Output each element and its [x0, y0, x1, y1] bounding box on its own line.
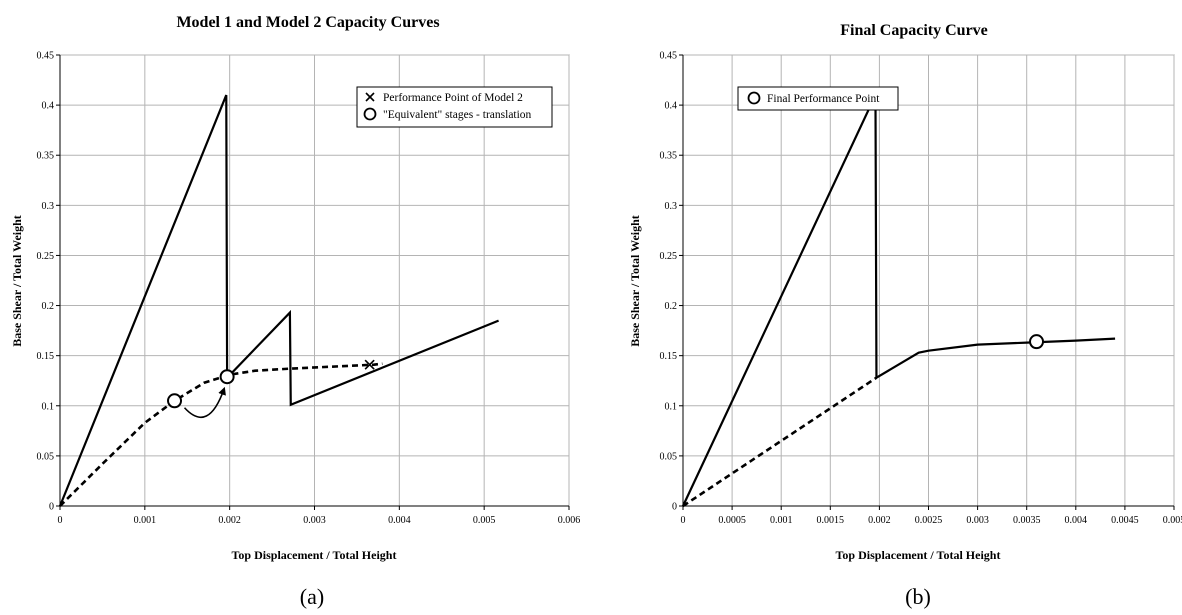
y-tick-label: 0.3: [42, 201, 55, 212]
chart-b-title: Final Capacity Curve: [840, 22, 988, 39]
chart-b-ylabel: Base Shear / Total Weight: [628, 215, 642, 347]
x-tick-label: 0: [681, 515, 686, 526]
y-tick-label: 0.15: [37, 351, 55, 362]
y-tick-label: 0.25: [37, 251, 55, 262]
x-tick-label: 0: [58, 515, 63, 526]
x-marker: [364, 359, 375, 370]
chart-b: Final Capacity Curve 0 0.0005 0.001 0.0015 0…: [628, 22, 1182, 609]
y-tick-label: 0.4: [665, 101, 678, 112]
chart-a-legend-label-2: "Equivalent" stages - translation: [383, 109, 532, 121]
chart-a-grid: [59, 54, 570, 507]
chart-a-xlabel: Top Displacement / Total Height: [232, 548, 397, 562]
x-tick-label: 0.0005: [718, 515, 746, 526]
chart-a-legend-box: [356, 86, 553, 128]
circle-marker: [167, 393, 183, 409]
chart-b-ticks: 0 0.0005 0.001 0.0015 0.002 0.0025 0.003 0.0035…: [660, 51, 1182, 527]
translation-arrow: [183, 386, 226, 419]
x-tick-label: 0.004: [1065, 515, 1088, 526]
y-tick-label: 0.05: [37, 451, 55, 462]
y-tick-label: 0.35: [37, 151, 55, 162]
chart-b-legend-label-1: Final Performance Point: [767, 93, 880, 105]
y-tick-label: 0.25: [660, 251, 678, 262]
y-tick-label: 0.35: [660, 151, 678, 162]
chart-a-ylabel: Base Shear / Total Weight: [10, 215, 24, 347]
chart-b-caption: (b): [905, 584, 931, 609]
dashed-series-line: [59, 362, 383, 507]
y-tick-label: 0: [49, 502, 54, 513]
y-tick-label: 0.2: [42, 301, 55, 312]
chart-b-markers: [1029, 334, 1045, 350]
y-tick-label: 0.45: [37, 51, 55, 62]
x-tick-label: 0.003: [303, 515, 326, 526]
chart-b-xlabel: Top Displacement / Total Height: [836, 548, 1001, 562]
chart-a-title: Model 1 and Model 2 Capacity Curves: [176, 14, 439, 31]
y-tick-label: 0.3: [665, 201, 678, 212]
chart-a-markers: [167, 359, 375, 419]
x-tick-label: 0.0035: [1013, 515, 1041, 526]
x-tick-label: 0.0025: [915, 515, 943, 526]
x-tick-label: 0.006: [558, 515, 581, 526]
x-tick-label: 0.005: [473, 515, 496, 526]
y-tick-label: 0.1: [42, 401, 55, 412]
legend-circle-marker-icon: [363, 107, 377, 121]
x-tick-label: 0.0015: [817, 515, 845, 526]
solid-series-line: [58, 94, 500, 507]
x-tick-label: 0.003: [966, 515, 989, 526]
x-tick-label: 0.0045: [1111, 515, 1139, 526]
y-tick-label: 0.45: [660, 51, 678, 62]
y-tick-label: 0.2: [665, 301, 678, 312]
y-tick-label: 0.1: [665, 401, 678, 412]
chart-b-grid: [682, 54, 1175, 507]
solid-series-line: [682, 94, 1116, 507]
y-tick-label: 0.05: [660, 451, 678, 462]
chart-a-caption: (a): [300, 584, 324, 609]
x-tick-label: 0.005: [1163, 515, 1182, 526]
x-tick-label: 0.001: [134, 515, 157, 526]
chart-b-legend: Final Performance Point: [737, 86, 899, 111]
y-tick-label: 0.4: [42, 101, 55, 112]
x-tick-label: 0.002: [218, 515, 241, 526]
chart-a-series: [58, 94, 500, 507]
legend-circle-marker-icon: [747, 91, 761, 105]
legend-x-marker-icon: [365, 92, 375, 102]
chart-b-series: [682, 94, 1116, 508]
chart-a-legend-label-1: Performance Point of Model 2: [383, 92, 523, 104]
circle-marker: [1029, 334, 1045, 350]
dashed-series-line: [682, 376, 878, 508]
x-tick-label: 0.002: [868, 515, 891, 526]
chart-a-legend: Performance Point of Model 2 "Equivalent…: [356, 86, 553, 128]
x-tick-label: 0.001: [770, 515, 793, 526]
chart-b-legend-box: [737, 86, 899, 111]
x-tick-label: 0.004: [388, 515, 411, 526]
chart-a-ticks: 0 0.001 0.002 0.003 0.004 0.005 0.006 0 0.05 0.1 0…: [37, 51, 581, 527]
chart-a: Model 1 and Model 2 Capacity Curves 0 0.0…: [10, 14, 580, 609]
y-tick-label: 0: [672, 502, 677, 513]
circle-marker: [219, 369, 235, 385]
y-tick-label: 0.15: [660, 351, 678, 362]
